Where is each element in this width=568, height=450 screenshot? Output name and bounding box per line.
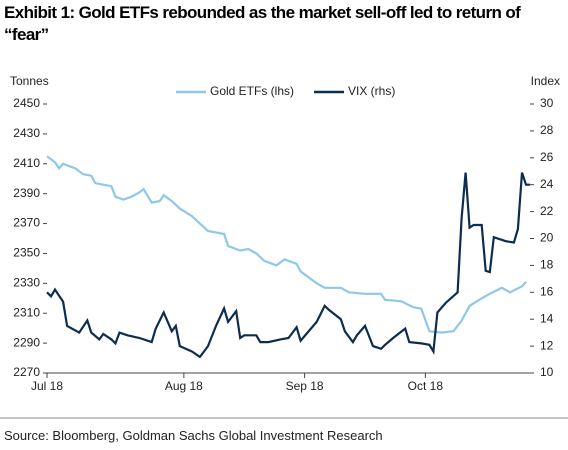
y-tick-label: 2270 xyxy=(13,365,40,379)
legend-label: VIX (rhs) xyxy=(348,84,395,98)
legend-label: Gold ETFs (lhs) xyxy=(210,84,294,98)
y2-tick-label: 28 xyxy=(540,123,554,137)
y-tick-label: 2350 xyxy=(13,246,40,260)
y2-tick-label: 26 xyxy=(540,150,554,164)
y2-tick-label: 24 xyxy=(540,177,554,191)
y2-tick-label: 12 xyxy=(540,338,554,352)
series-line xyxy=(46,172,530,359)
y2-tick-label: 16 xyxy=(540,284,554,298)
y2-tick-label: 20 xyxy=(540,231,554,245)
y-tick-label: 2330 xyxy=(13,276,40,290)
y2-tick-label: 10 xyxy=(540,365,554,379)
series-line xyxy=(46,155,527,334)
x-tick-label: Sep 18 xyxy=(286,379,324,393)
y-axis-label: Tonnes xyxy=(10,74,49,88)
y-tick-label: 2450 xyxy=(13,96,40,110)
x-tick-label: Oct 18 xyxy=(408,379,444,393)
y-tick-label: 2430 xyxy=(13,126,40,140)
y2-axis-label: Index xyxy=(531,74,560,88)
x-tick-label: Aug 18 xyxy=(165,379,203,393)
y-tick-label: 2290 xyxy=(13,335,40,349)
x-tick-label: Jul 18 xyxy=(31,379,63,393)
y2-tick-label: 14 xyxy=(540,311,554,325)
y2-tick-label: 18 xyxy=(540,258,554,272)
y2-tick-label: 22 xyxy=(540,204,554,218)
y-tick-label: 2410 xyxy=(13,156,40,170)
y-tick-label: 2370 xyxy=(13,216,40,230)
chart-title: Exhibit 1: Gold ETFs rebounded as the ma… xyxy=(4,3,521,44)
y-tick-label: 2310 xyxy=(13,305,40,319)
y2-tick-label: 30 xyxy=(540,96,554,110)
y-tick-label: 2390 xyxy=(13,186,40,200)
source-note: Source: Bloomberg, Goldman Sachs Global … xyxy=(4,428,383,443)
